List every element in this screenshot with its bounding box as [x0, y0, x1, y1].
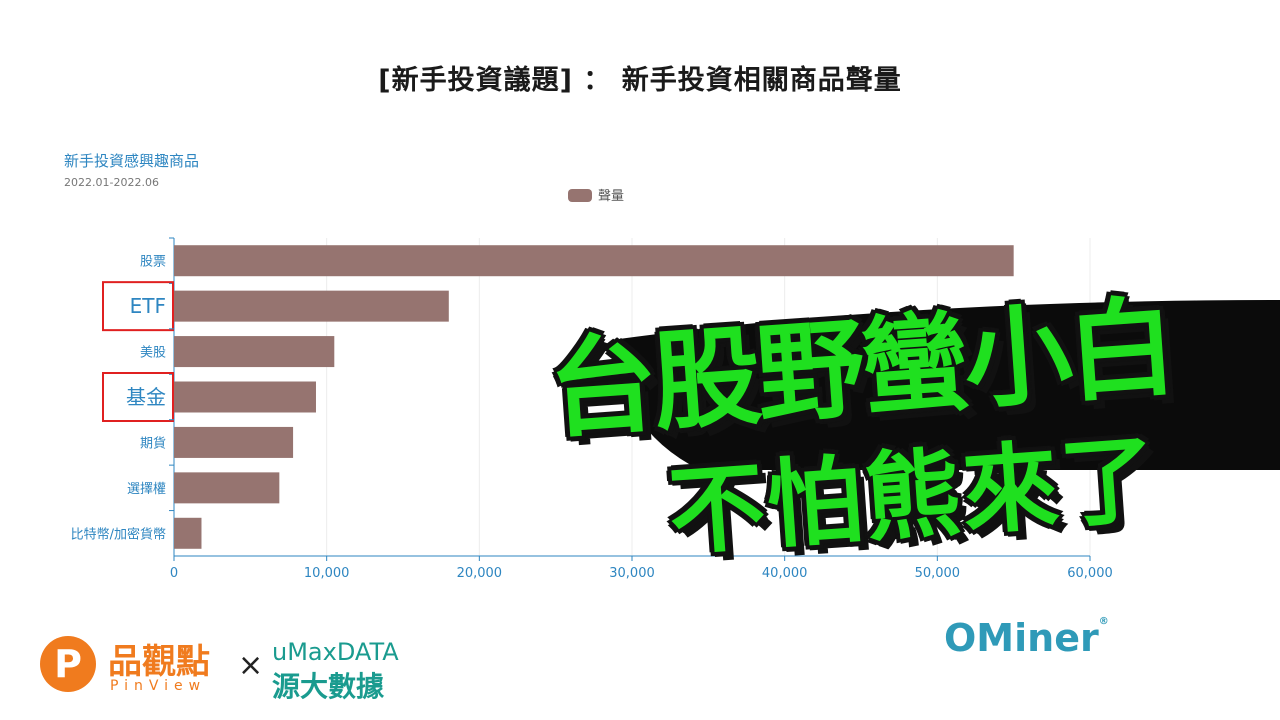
- brand-separator: ×: [238, 648, 264, 683]
- x-tick-label: 30,000: [609, 566, 655, 581]
- category-label: 選擇權: [127, 481, 166, 497]
- x-tick-label: 10,000: [304, 566, 350, 581]
- legend-label: 聲量: [598, 188, 624, 204]
- x-tick-label: 0: [170, 566, 178, 581]
- ominer-logo: OMiner®: [944, 616, 1109, 660]
- x-tick-label: 60,000: [1067, 566, 1113, 581]
- bar: [174, 290, 449, 322]
- pinview-logo-text: 品觀點: [108, 642, 210, 682]
- ominer-registered-mark: ®: [1098, 616, 1109, 627]
- category-label: 比特幣/加密貨幣: [71, 526, 166, 542]
- pinview-logo-subtext: PinView: [110, 678, 207, 694]
- highlight-box: [102, 372, 174, 422]
- chart-subtitle: 2022.01-2022.06: [64, 176, 159, 189]
- chart-title: 新手投資感興趣商品: [64, 152, 200, 170]
- category-label: 基金: [126, 385, 166, 409]
- bar: [174, 517, 202, 549]
- umaxdata-logo-cn: 源大數據: [272, 670, 385, 703]
- x-tick-label: 20,000: [457, 566, 503, 581]
- x-tick-label: 50,000: [915, 566, 961, 581]
- overlay-swoosh: [612, 300, 1280, 470]
- legend-swatch: [568, 189, 592, 202]
- highlight-box: [102, 281, 174, 332]
- category-label: ETF: [130, 294, 166, 318]
- category-label: 美股: [140, 346, 166, 361]
- category-label: 期貨: [140, 435, 166, 451]
- bar: [174, 426, 294, 458]
- pinview-logo-icon: P: [40, 636, 96, 692]
- ominer-logo-text: OMiner: [944, 616, 1099, 660]
- bar: [174, 381, 316, 413]
- umaxdata-logo-text: uMaxDATA: [272, 638, 399, 666]
- page-headline: [新手投資議題] ： 新手投資相關商品聲量: [378, 65, 902, 96]
- bar: [174, 245, 1014, 277]
- bar: [174, 472, 280, 504]
- bar: [174, 336, 335, 368]
- category-label: 股票: [140, 255, 166, 270]
- x-tick-label: 40,000: [762, 566, 808, 581]
